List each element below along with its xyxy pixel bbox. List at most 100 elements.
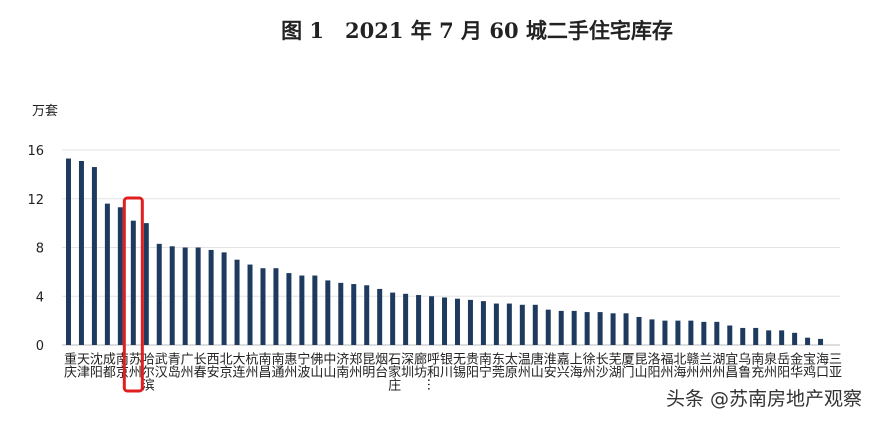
bar [91, 167, 97, 345]
x-tick-label: 东莞 [489, 352, 505, 379]
x-tick-label: 湖州 [709, 352, 725, 378]
x-tick-label: 厦门 [619, 352, 635, 378]
highlight-box [122, 196, 144, 393]
x-tick-label: 郑州 [346, 352, 362, 378]
bar [740, 327, 746, 345]
bar [558, 310, 564, 345]
y-tick-label: 12 [27, 193, 44, 208]
x-tick-label: 广州 [178, 352, 194, 378]
x-tick-label: 赣州 [683, 352, 699, 378]
bar [727, 325, 733, 345]
x-tick-label: 温州 [515, 352, 531, 378]
bar [208, 249, 214, 345]
bar [649, 319, 655, 345]
bar [247, 264, 253, 345]
bar [675, 320, 681, 345]
x-tick-label: 嘉兴 [554, 352, 570, 378]
x-tick-label: 淮安 [541, 352, 557, 378]
x-tick-label: 深圳 [398, 352, 414, 378]
x-tick-label: 南昌 [255, 351, 271, 378]
y-tick-label: 0 [36, 339, 44, 354]
bar [805, 337, 811, 345]
x-tick-label: 长沙 [593, 352, 609, 378]
x-tick-label: 洛阳 [644, 352, 660, 378]
x-tick-label: 成都 [100, 352, 116, 378]
bar [273, 268, 279, 345]
bar [286, 273, 292, 345]
chart-title: 图 1 2021 年 7 月 60 城二手住宅库存 [281, 18, 673, 43]
bar [701, 321, 707, 345]
x-tick-label: 北海 [670, 352, 686, 378]
x-tick-label: 烟台 [372, 352, 388, 378]
x-tick-label: 宜昌 [722, 352, 738, 378]
bar [169, 246, 175, 345]
bar [234, 259, 240, 345]
x-tick-label: 上海 [567, 352, 583, 378]
x-tick-label: 济南 [333, 352, 349, 378]
bar [104, 203, 110, 345]
bar [467, 299, 473, 345]
y-tick-label: 16 [27, 144, 44, 159]
x-tick-label: 岳阳 [774, 352, 790, 378]
bar [532, 304, 538, 345]
bar [493, 303, 499, 345]
x-tick-label: 三亚 [826, 352, 842, 378]
bar [506, 303, 512, 345]
bar [610, 313, 616, 345]
y-tick-label: 8 [36, 242, 44, 257]
x-tick-label: 南通 [268, 351, 284, 378]
bar [312, 275, 318, 345]
bar [584, 312, 590, 345]
bar [65, 158, 71, 345]
bar [429, 296, 435, 345]
bar [623, 313, 629, 345]
x-tick-label: 南充 [748, 351, 764, 379]
bar [299, 275, 305, 345]
x-tick-label: 乌鲁 [735, 351, 751, 379]
x-tick-label: 唐山 [528, 351, 544, 378]
bar [351, 284, 357, 345]
x-tick-label: 泉州 [761, 351, 777, 378]
y-axis-label: 万套 [32, 103, 58, 119]
bar [597, 312, 603, 345]
bar [753, 327, 759, 345]
x-tick-label: 杭州 [243, 352, 259, 378]
bar [442, 297, 448, 345]
x-tick-label: 苏州 [126, 351, 142, 378]
x-tick-label: 武汉 [152, 352, 168, 378]
bar [714, 321, 720, 345]
bar [78, 160, 84, 345]
bar [130, 220, 136, 345]
bar [156, 243, 162, 345]
y-tick-label: 4 [36, 290, 44, 305]
x-tick-label: 中山 [320, 352, 335, 378]
x-tick-label: 西安 [204, 352, 220, 378]
x-tick-label: 大连 [230, 352, 246, 379]
x-tick-label: 南宁 [476, 351, 492, 378]
x-tick-label: 重庆 [61, 351, 77, 378]
bar [403, 293, 409, 345]
x-tick-label: 呼和… [424, 352, 440, 391]
x-tick-label: 昆山 [632, 352, 647, 378]
bar [662, 320, 668, 345]
x-tick-label: 兰州 [696, 352, 712, 378]
x-tick-label: 徐州 [580, 352, 596, 378]
bar [636, 316, 642, 345]
bar [325, 280, 331, 345]
bar [182, 247, 188, 345]
x-tick-label: 北京 [217, 352, 233, 378]
x-tick-label: 廊坊 [411, 351, 427, 379]
x-tick-label: 昆明 [359, 352, 374, 379]
x-tick-label: 长春 [191, 352, 207, 378]
bar [766, 330, 772, 345]
x-tick-label: 惠州 [281, 352, 297, 378]
bar [143, 223, 149, 345]
bar [571, 310, 577, 345]
x-tick-label: 沈阳 [87, 352, 103, 378]
bar [260, 268, 266, 345]
bar [545, 309, 551, 345]
x-tick-label: 金华 [787, 351, 803, 378]
x-tick-label: 宁波 [294, 351, 310, 378]
bar [818, 338, 824, 345]
bar [195, 247, 201, 345]
